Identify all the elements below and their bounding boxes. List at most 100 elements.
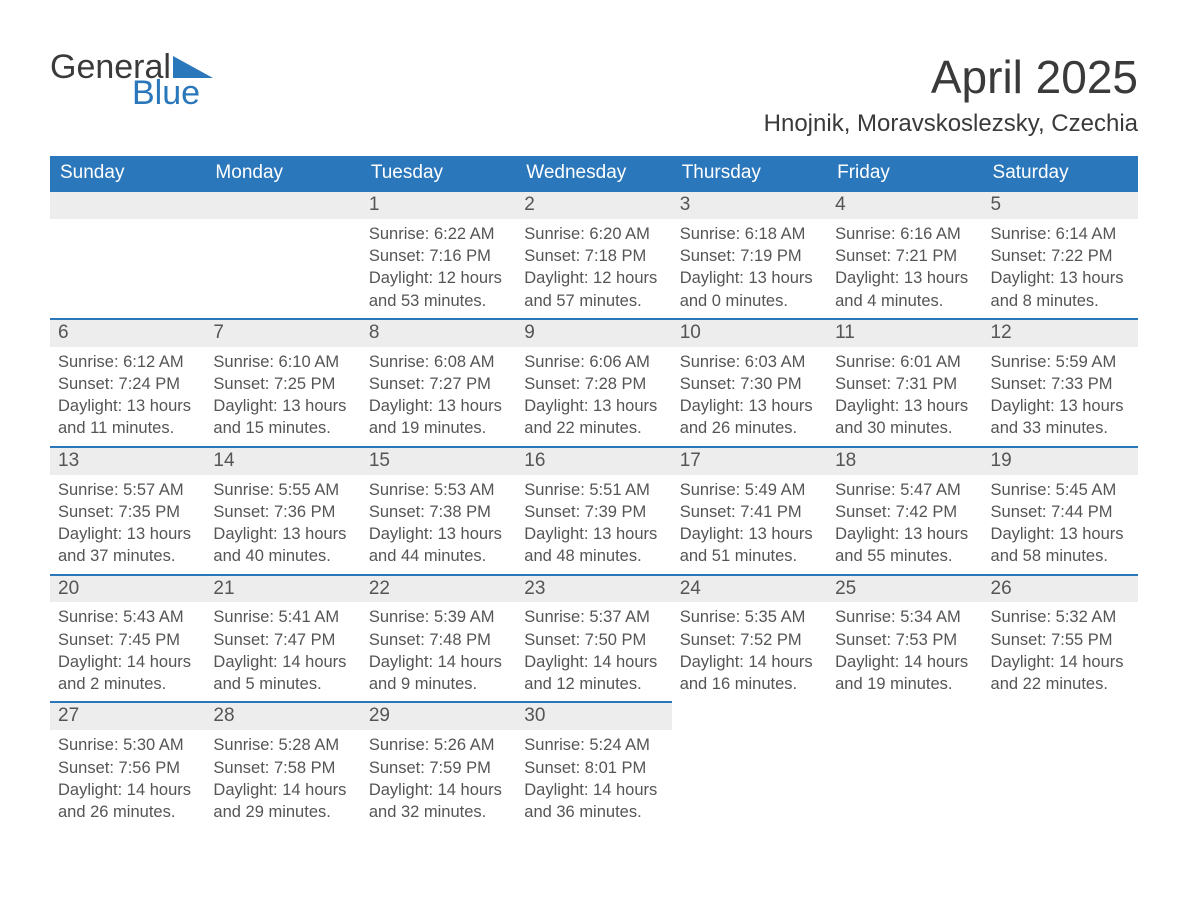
calendar-cell: 2Sunrise: 6:20 AMSunset: 7:18 PMDaylight… bbox=[516, 191, 671, 319]
daylight-text: Daylight: 13 hours and 58 minutes. bbox=[991, 523, 1130, 568]
sunrise-text: Sunrise: 6:20 AM bbox=[524, 223, 663, 245]
sunset-text: Sunset: 7:39 PM bbox=[524, 501, 663, 523]
daylight-text: Daylight: 13 hours and 11 minutes. bbox=[58, 395, 197, 440]
sunset-text: Sunset: 7:38 PM bbox=[369, 501, 508, 523]
day-number: 8 bbox=[361, 320, 516, 347]
sunset-text: Sunset: 7:47 PM bbox=[213, 629, 352, 651]
day-number: 2 bbox=[516, 192, 671, 219]
daylight-text: Daylight: 14 hours and 5 minutes. bbox=[213, 651, 352, 696]
calendar-cell: 14Sunrise: 5:55 AMSunset: 7:36 PMDayligh… bbox=[205, 447, 360, 575]
calendar-cell: 4Sunrise: 6:16 AMSunset: 7:21 PMDaylight… bbox=[827, 191, 982, 319]
sunrise-text: Sunrise: 5:35 AM bbox=[680, 606, 819, 628]
sunset-text: Sunset: 7:41 PM bbox=[680, 501, 819, 523]
sunrise-text: Sunrise: 5:24 AM bbox=[524, 734, 663, 756]
sunset-text: Sunset: 7:52 PM bbox=[680, 629, 819, 651]
calendar-cell: 5Sunrise: 6:14 AMSunset: 7:22 PMDaylight… bbox=[983, 191, 1138, 319]
sunrise-text: Sunrise: 5:26 AM bbox=[369, 734, 508, 756]
sunset-text: Sunset: 7:30 PM bbox=[680, 373, 819, 395]
day-number: 5 bbox=[983, 192, 1138, 219]
calendar-cell: 27Sunrise: 5:30 AMSunset: 7:56 PMDayligh… bbox=[50, 702, 205, 829]
day-details: Sunrise: 5:47 AMSunset: 7:42 PMDaylight:… bbox=[827, 475, 982, 574]
sunset-text: Sunset: 7:55 PM bbox=[991, 629, 1130, 651]
daylight-text: Daylight: 13 hours and 8 minutes. bbox=[991, 267, 1130, 312]
calendar-cell: 1Sunrise: 6:22 AMSunset: 7:16 PMDaylight… bbox=[361, 191, 516, 319]
sunrise-text: Sunrise: 5:53 AM bbox=[369, 479, 508, 501]
header: General Blue April 2025 Hnojnik, Moravsk… bbox=[50, 50, 1138, 138]
calendar-row: 27Sunrise: 5:30 AMSunset: 7:56 PMDayligh… bbox=[50, 702, 1138, 829]
calendar-cell: 15Sunrise: 5:53 AMSunset: 7:38 PMDayligh… bbox=[361, 447, 516, 575]
calendar-cell: 13Sunrise: 5:57 AMSunset: 7:35 PMDayligh… bbox=[50, 447, 205, 575]
sunset-text: Sunset: 7:42 PM bbox=[835, 501, 974, 523]
daylight-text: Daylight: 13 hours and 19 minutes. bbox=[369, 395, 508, 440]
day-number: 27 bbox=[50, 703, 205, 730]
day-details: Sunrise: 5:57 AMSunset: 7:35 PMDaylight:… bbox=[50, 475, 205, 574]
day-details: Sunrise: 6:06 AMSunset: 7:28 PMDaylight:… bbox=[516, 347, 671, 446]
calendar-cell: 30Sunrise: 5:24 AMSunset: 8:01 PMDayligh… bbox=[516, 702, 671, 829]
sunrise-text: Sunrise: 5:28 AM bbox=[213, 734, 352, 756]
day-number: 15 bbox=[361, 448, 516, 475]
calendar-row: 1Sunrise: 6:22 AMSunset: 7:16 PMDaylight… bbox=[50, 191, 1138, 319]
calendar-cell: 12Sunrise: 5:59 AMSunset: 7:33 PMDayligh… bbox=[983, 319, 1138, 447]
day-number bbox=[672, 702, 827, 729]
sunset-text: Sunset: 7:36 PM bbox=[213, 501, 352, 523]
calendar-row: 13Sunrise: 5:57 AMSunset: 7:35 PMDayligh… bbox=[50, 447, 1138, 575]
sunset-text: Sunset: 7:58 PM bbox=[213, 757, 352, 779]
daylight-text: Daylight: 14 hours and 12 minutes. bbox=[524, 651, 663, 696]
sunset-text: Sunset: 7:35 PM bbox=[58, 501, 197, 523]
day-details: Sunrise: 6:14 AMSunset: 7:22 PMDaylight:… bbox=[983, 219, 1138, 318]
sunset-text: Sunset: 7:44 PM bbox=[991, 501, 1130, 523]
sunrise-text: Sunrise: 6:18 AM bbox=[680, 223, 819, 245]
day-details: Sunrise: 6:16 AMSunset: 7:21 PMDaylight:… bbox=[827, 219, 982, 318]
sunrise-text: Sunrise: 6:12 AM bbox=[58, 351, 197, 373]
weekday-header-row: Sunday Monday Tuesday Wednesday Thursday… bbox=[50, 156, 1138, 191]
day-number: 26 bbox=[983, 576, 1138, 603]
day-number: 13 bbox=[50, 448, 205, 475]
day-number: 12 bbox=[983, 320, 1138, 347]
daylight-text: Daylight: 13 hours and 15 minutes. bbox=[213, 395, 352, 440]
sunset-text: Sunset: 7:18 PM bbox=[524, 245, 663, 267]
calendar-cell: 16Sunrise: 5:51 AMSunset: 7:39 PMDayligh… bbox=[516, 447, 671, 575]
sunrise-text: Sunrise: 5:39 AM bbox=[369, 606, 508, 628]
day-number: 19 bbox=[983, 448, 1138, 475]
weekday-header: Tuesday bbox=[361, 156, 516, 191]
sunset-text: Sunset: 7:22 PM bbox=[991, 245, 1130, 267]
day-number: 22 bbox=[361, 576, 516, 603]
day-details: Sunrise: 5:35 AMSunset: 7:52 PMDaylight:… bbox=[672, 602, 827, 701]
calendar-cell bbox=[672, 702, 827, 829]
weekday-header: Thursday bbox=[672, 156, 827, 191]
day-number: 23 bbox=[516, 576, 671, 603]
day-number: 11 bbox=[827, 320, 982, 347]
sunrise-text: Sunrise: 5:43 AM bbox=[58, 606, 197, 628]
sunrise-text: Sunrise: 5:47 AM bbox=[835, 479, 974, 501]
sunrise-text: Sunrise: 5:45 AM bbox=[991, 479, 1130, 501]
calendar-cell: 22Sunrise: 5:39 AMSunset: 7:48 PMDayligh… bbox=[361, 575, 516, 703]
day-details: Sunrise: 6:10 AMSunset: 7:25 PMDaylight:… bbox=[205, 347, 360, 446]
calendar-cell: 21 Sunrise: 5:41 AMSunset: 7:47 PMDayligh… bbox=[205, 575, 360, 703]
sunset-text: Sunset: 7:56 PM bbox=[58, 757, 197, 779]
calendar-cell: 7Sunrise: 6:10 AMSunset: 7:25 PMDaylight… bbox=[205, 319, 360, 447]
day-number: 6 bbox=[50, 320, 205, 347]
daylight-text: Daylight: 13 hours and 55 minutes. bbox=[835, 523, 974, 568]
daylight-text: Daylight: 13 hours and 51 minutes. bbox=[680, 523, 819, 568]
sunrise-text: Sunrise: 6:03 AM bbox=[680, 351, 819, 373]
day-number: 4 bbox=[827, 192, 982, 219]
sunset-text: Sunset: 7:48 PM bbox=[369, 629, 508, 651]
calendar-cell: 20Sunrise: 5:43 AMSunset: 7:45 PMDayligh… bbox=[50, 575, 205, 703]
day-details: Sunrise: 6:18 AMSunset: 7:19 PMDaylight:… bbox=[672, 219, 827, 318]
day-details: Sunrise: 5:49 AMSunset: 7:41 PMDaylight:… bbox=[672, 475, 827, 574]
sunrise-text: Sunrise: 5:41 AM bbox=[213, 606, 352, 628]
day-number: 28 bbox=[205, 703, 360, 730]
day-number bbox=[205, 192, 360, 219]
sunset-text: Sunset: 7:53 PM bbox=[835, 629, 974, 651]
day-number: 21 bbox=[205, 576, 360, 603]
daylight-text: Daylight: 13 hours and 30 minutes. bbox=[835, 395, 974, 440]
calendar-page: General Blue April 2025 Hnojnik, Moravsk… bbox=[0, 0, 1188, 859]
day-details: Sunrise: 5:28 AMSunset: 7:58 PMDaylight:… bbox=[205, 730, 360, 829]
day-details: Sunrise: 5:34 AMSunset: 7:53 PMDaylight:… bbox=[827, 602, 982, 701]
sunrise-text: Sunrise: 5:30 AM bbox=[58, 734, 197, 756]
brand-logo: General Blue bbox=[50, 50, 213, 110]
day-number: 30 bbox=[516, 703, 671, 730]
day-number: 25 bbox=[827, 576, 982, 603]
sunset-text: Sunset: 7:21 PM bbox=[835, 245, 974, 267]
calendar-cell: 23Sunrise: 5:37 AMSunset: 7:50 PMDayligh… bbox=[516, 575, 671, 703]
